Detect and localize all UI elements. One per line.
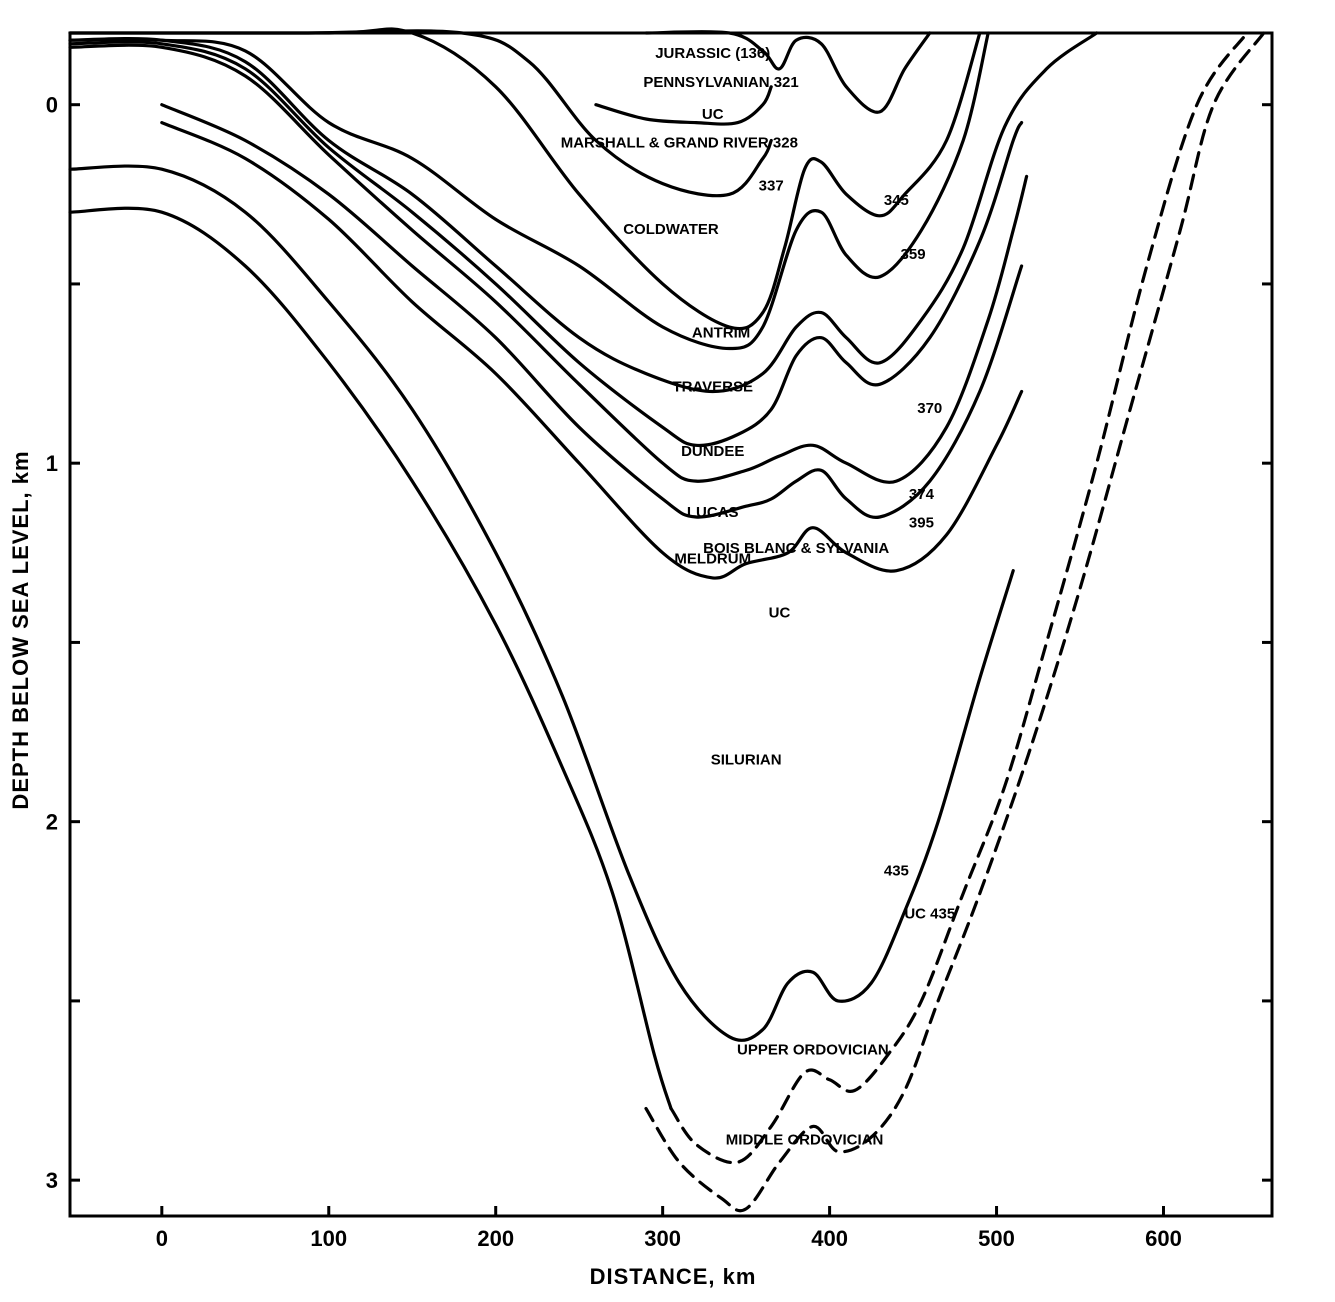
annotation-label: MARSHALL & GRAND RIVER 328	[561, 135, 798, 152]
axis-ticks: 0 100 200 300 400 500 600 0 1 2 3	[46, 93, 1272, 1251]
annotation-label: DUNDEE	[681, 443, 744, 460]
series-line: 374	[68, 43, 1029, 484]
series-line: 337	[68, 27, 982, 331]
annotation-label: 435	[884, 862, 909, 879]
series-line: 359	[68, 31, 1099, 394]
plot-frame	[68, 31, 1274, 1218]
annotation-label: 337	[759, 178, 784, 195]
annotation-label: MELDRUM	[674, 551, 751, 568]
series-line: 395	[160, 103, 1024, 519]
series-line: UC 395	[160, 121, 1024, 580]
annotation-label: PENNSYLVANIAN 321	[643, 74, 798, 91]
annotation-label: 370	[917, 400, 942, 417]
annotation-label: UC 435	[904, 905, 955, 922]
horizon-curves: Jurassic (136) / Pennsylvanian 321UC3283…	[68, 27, 1266, 1213]
annotation-label: 374	[909, 486, 935, 503]
x-axis-title: DISTANCE, km	[590, 1264, 757, 1289]
annotations: JURASSIC (136) PENNSYLVANIAN 321 UC MARSHAL…	[561, 45, 955, 1148]
annotation-label: 345	[884, 192, 909, 209]
series-line: UC 435	[68, 206, 673, 1111]
series-line: 370	[68, 40, 1024, 448]
x-tick-label: 300	[644, 1226, 681, 1251]
x-tick-label: 600	[1145, 1226, 1182, 1251]
x-tick-label: 0	[156, 1226, 168, 1251]
x-tick-label: 100	[310, 1226, 347, 1251]
series-line: 435	[68, 164, 1015, 1042]
y-tick-label: 2	[46, 810, 58, 835]
annotation-label: SILURIAN	[711, 751, 782, 768]
annotation-label: BOIS BLANC & SYLVANIA	[703, 540, 889, 557]
series-line: UC	[594, 85, 773, 126]
x-tick-label: 200	[477, 1226, 514, 1251]
annotation-label: 359	[901, 246, 926, 263]
series-line: Middle Ordovician	[644, 31, 1266, 1213]
x-tick-label: 500	[978, 1226, 1015, 1251]
annotation-label: UC	[769, 604, 791, 621]
y-axis-title: DEPTH BELOW SEA LEVEL, km	[8, 450, 33, 809]
y-tick-label: 0	[46, 93, 58, 118]
y-tick-label: 3	[46, 1168, 58, 1193]
series-line: Upper Ordovician	[669, 31, 1249, 1165]
series-line: Jurassic (136) / Pennsylvanian 321	[644, 30, 932, 114]
series-line: 345	[68, 31, 990, 351]
y-tick-label: 1	[46, 451, 58, 476]
x-tick-label: 400	[811, 1226, 848, 1251]
annotation-label: LUCAS	[687, 504, 739, 521]
annotation-label: MIDDLE ORDOVICIAN	[726, 1131, 884, 1148]
annotation-label: UPPER ORDOVICIAN	[737, 1042, 889, 1059]
annotation-label: COLDWATER	[623, 221, 719, 238]
annotation-label: TRAVERSE	[672, 378, 753, 395]
annotation-label: JURASSIC (136)	[655, 45, 770, 62]
annotation-label: UC	[702, 106, 724, 123]
annotation-label: ANTRIM	[692, 325, 750, 342]
annotation-label: 395	[909, 515, 934, 532]
